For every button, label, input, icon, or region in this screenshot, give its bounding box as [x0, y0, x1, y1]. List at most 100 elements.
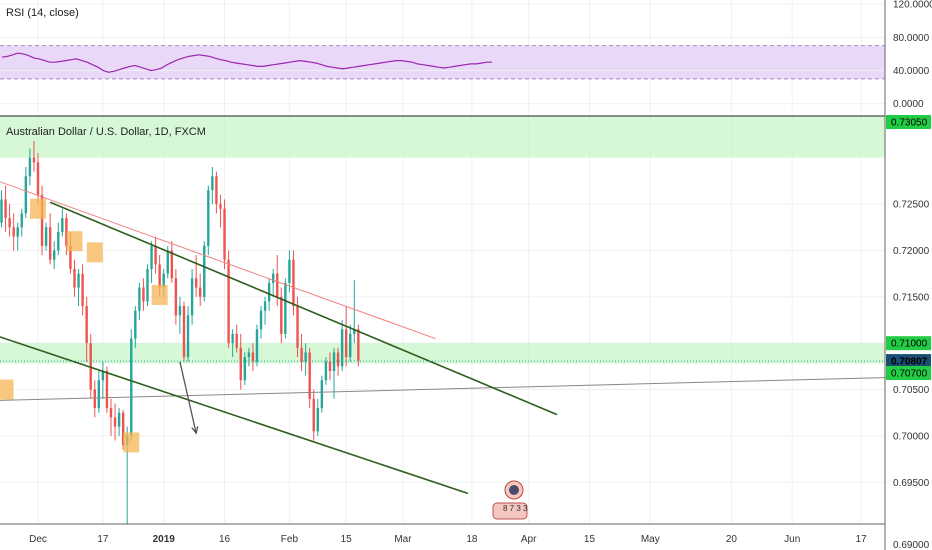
candle[interactable] — [16, 222, 19, 251]
candle-body[interactable] — [259, 310, 263, 330]
candle-body[interactable] — [65, 218, 68, 246]
candle-body[interactable] — [312, 398, 315, 432]
candle-body[interactable] — [36, 162, 40, 195]
candle-body[interactable] — [316, 408, 319, 432]
candle[interactable] — [81, 264, 84, 316]
candle[interactable] — [28, 148, 32, 186]
candle[interactable] — [130, 329, 133, 441]
candle[interactable] — [48, 213, 52, 265]
candle-body[interactable] — [182, 306, 186, 358]
candle-body[interactable] — [4, 199, 7, 218]
candle[interactable] — [4, 185, 7, 232]
candle-body[interactable] — [292, 259, 295, 307]
candle-body[interactable] — [280, 296, 283, 334]
candle[interactable] — [288, 250, 291, 293]
candle[interactable] — [344, 306, 348, 367]
candle[interactable] — [57, 222, 60, 256]
candle[interactable] — [308, 347, 311, 409]
candle-body[interactable] — [12, 227, 15, 237]
candle[interactable] — [304, 343, 307, 376]
candle-body[interactable] — [134, 310, 137, 339]
candle[interactable] — [61, 208, 64, 237]
candle-body[interactable] — [227, 259, 230, 344]
candle-body[interactable] — [296, 306, 299, 348]
candle-body[interactable] — [199, 287, 202, 297]
candle[interactable] — [239, 333, 242, 390]
candle[interactable] — [284, 278, 287, 339]
candle-body[interactable] — [170, 250, 174, 279]
candle[interactable] — [199, 273, 202, 307]
candle[interactable] — [44, 222, 48, 251]
candle[interactable] — [194, 255, 198, 297]
candle[interactable] — [186, 306, 190, 362]
candle[interactable] — [134, 306, 137, 348]
candle[interactable] — [12, 213, 15, 251]
candle[interactable] — [223, 199, 226, 269]
candle-body[interactable] — [105, 371, 109, 409]
candle-body[interactable] — [211, 176, 214, 191]
candle-body[interactable] — [219, 204, 222, 209]
candle-body[interactable] — [263, 301, 267, 311]
candle[interactable] — [292, 250, 295, 316]
candle-body[interactable] — [61, 218, 64, 232]
candle-body[interactable] — [215, 176, 218, 205]
candle-body[interactable] — [328, 361, 332, 371]
candle[interactable] — [259, 306, 263, 339]
candlestick-series[interactable] — [0, 141, 360, 524]
candle-body[interactable] — [231, 333, 234, 344]
candle[interactable] — [336, 347, 340, 376]
candle-body[interactable] — [203, 245, 206, 297]
candle[interactable] — [296, 296, 299, 358]
candle[interactable] — [40, 185, 44, 256]
candle-body[interactable] — [142, 287, 145, 302]
candle[interactable] — [227, 250, 230, 348]
candle-body[interactable] — [255, 329, 259, 362]
candle[interactable] — [203, 241, 206, 302]
candle[interactable] — [300, 333, 303, 371]
candle-body[interactable] — [154, 245, 157, 265]
candle-body[interactable] — [85, 306, 88, 344]
candle-body[interactable] — [73, 269, 76, 288]
candle[interactable] — [93, 380, 96, 418]
candle[interactable] — [235, 324, 238, 353]
candle-body[interactable] — [178, 306, 182, 316]
candle[interactable] — [247, 347, 251, 367]
candle-body[interactable] — [300, 347, 303, 362]
candle[interactable] — [105, 366, 109, 413]
candle[interactable] — [215, 171, 218, 214]
candle-body[interactable] — [69, 245, 72, 269]
candle-body[interactable] — [57, 231, 60, 251]
candle-body[interactable] — [353, 329, 356, 334]
candle-body[interactable] — [340, 329, 344, 367]
candle[interactable] — [174, 269, 178, 325]
candle[interactable] — [146, 264, 149, 307]
candle[interactable] — [97, 371, 101, 413]
candle-body[interactable] — [53, 250, 56, 260]
candle[interactable] — [207, 185, 210, 256]
candle[interactable] — [219, 194, 222, 228]
candle-body[interactable] — [121, 412, 125, 446]
candle-body[interactable] — [0, 199, 3, 223]
candle-body[interactable] — [207, 190, 210, 246]
candle-body[interactable] — [332, 352, 336, 371]
candle-body[interactable] — [101, 371, 105, 381]
candle-body[interactable] — [40, 194, 44, 246]
candle[interactable] — [101, 361, 105, 399]
candle-body[interactable] — [89, 343, 92, 390]
candle-body[interactable] — [223, 208, 226, 260]
candle[interactable] — [138, 282, 141, 320]
candle-body[interactable] — [117, 412, 121, 427]
candle-body[interactable] — [8, 218, 11, 228]
candle-body[interactable] — [186, 315, 190, 358]
candle-body[interactable] — [239, 347, 242, 381]
candle[interactable] — [312, 389, 315, 441]
candle[interactable] — [8, 204, 11, 237]
candle-body[interactable] — [194, 278, 198, 288]
candle-body[interactable] — [162, 273, 165, 288]
candle-body[interactable] — [24, 176, 28, 214]
candle[interactable] — [340, 320, 344, 371]
candle[interactable] — [320, 375, 324, 413]
candle[interactable] — [353, 280, 356, 344]
candle-body[interactable] — [20, 213, 23, 228]
candle[interactable] — [121, 409, 125, 450]
